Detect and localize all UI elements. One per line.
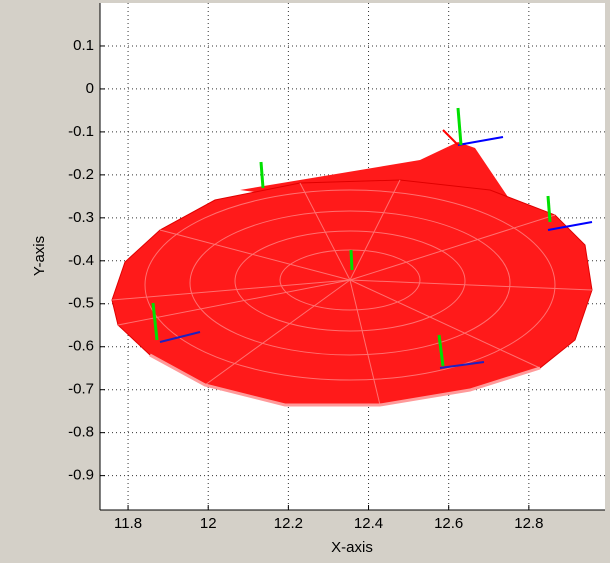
y-tick-label: -0.2 <box>68 166 94 183</box>
axis-marker <box>548 196 550 222</box>
y-tick-label: -0.7 <box>68 381 94 398</box>
y-axis-label: Y-axis <box>31 236 48 276</box>
y-tick-label: -0.5 <box>68 295 94 312</box>
y-tick-label: -0.9 <box>68 467 94 484</box>
y-tick-label: -0.6 <box>68 338 94 355</box>
x-tick-label: 11.8 <box>114 515 142 532</box>
x-tick-label: 12.2 <box>274 515 303 532</box>
x-tick-label: 12.6 <box>434 515 463 532</box>
axis-marker <box>261 162 263 188</box>
y-tick-label: 0.1 <box>73 37 94 54</box>
axis-marker <box>351 250 352 270</box>
x-tick-label: 12.8 <box>514 515 543 532</box>
y-tick-label: -0.4 <box>68 252 94 269</box>
y-tick-label: 0 <box>86 80 94 97</box>
x-axis-label: X-axis <box>331 539 373 556</box>
x-tick-label: 12 <box>200 515 217 532</box>
y-tick-label: -0.8 <box>68 424 94 441</box>
chart: X-axis Y-axis 11.8 12 12.2 12.4 12.6 12.8 0.1 0… <box>0 0 610 563</box>
y-tick-label: -0.1 <box>68 123 94 140</box>
x-tick-label: 12.4 <box>354 515 383 532</box>
y-tick-label: -0.3 <box>68 209 94 226</box>
